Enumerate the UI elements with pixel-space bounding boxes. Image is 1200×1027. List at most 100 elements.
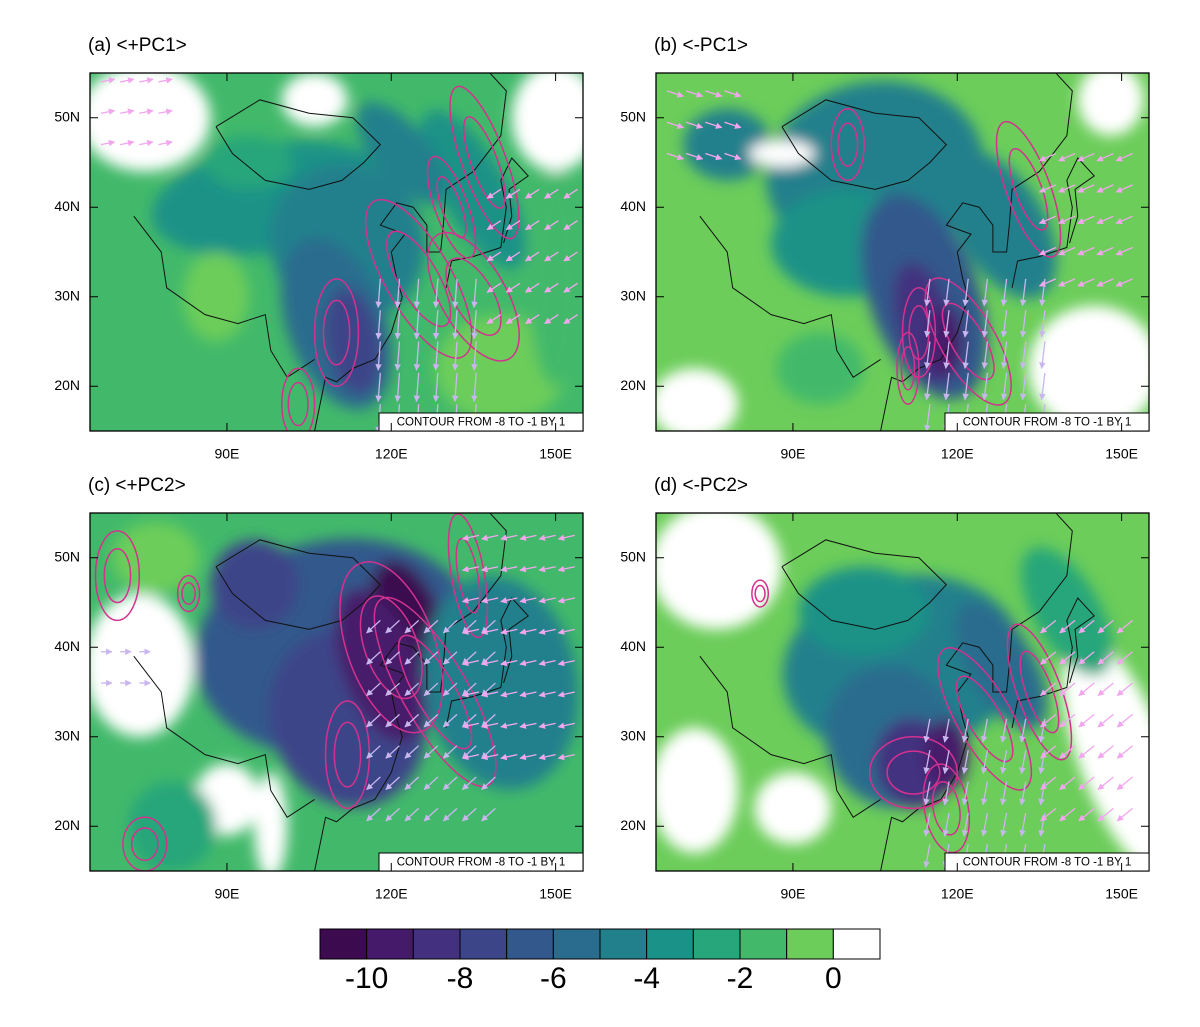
wind-vector (100, 139, 116, 147)
wind-vector (538, 628, 556, 635)
wind-vector (980, 718, 989, 743)
x-tick-label: 120E (375, 446, 408, 462)
contour-line (900, 346, 916, 391)
contour-line (1008, 147, 1049, 231)
wind-vector (375, 372, 382, 403)
wind-vector (481, 776, 496, 791)
wind-vector (1116, 807, 1133, 822)
wind-vector (481, 534, 499, 541)
contour-line (995, 120, 1062, 258)
map-panel (90, 513, 583, 871)
field-patch (356, 102, 448, 205)
wind-vector (1097, 651, 1114, 665)
wind-vector (1019, 750, 1027, 775)
coastline (133, 215, 315, 379)
colorbar-box (366, 928, 414, 960)
wind-vector (943, 278, 950, 307)
wind-vector (942, 812, 950, 837)
wind-vector (1039, 341, 1046, 369)
wind-vector (980, 781, 989, 806)
wind-vector (404, 745, 420, 759)
field-patch (281, 73, 348, 127)
wind-vector (432, 372, 440, 403)
wind-vector (538, 534, 556, 541)
wind-vector (1116, 619, 1133, 634)
wind-vector (1097, 682, 1114, 697)
wind-vector (366, 713, 381, 728)
panel-title: (b) <-PC1> (654, 35, 748, 56)
field-patch (929, 305, 963, 378)
wind-vector (962, 310, 969, 338)
wind-vector (943, 310, 950, 338)
contour-line (373, 596, 497, 788)
wind-vector (404, 713, 420, 728)
wind-vector (1040, 776, 1057, 791)
x-tick-label: 150E (539, 446, 572, 462)
contour-info: CONTOUR FROM -8 TO -1 BY 1 (397, 857, 566, 869)
wind-vector (524, 188, 540, 199)
field-patch (90, 73, 211, 172)
x-tick-label: 150E (1105, 446, 1138, 462)
wind-vector (981, 310, 989, 338)
contour-line (886, 750, 941, 795)
y-tick-label: 30N (54, 727, 80, 743)
colorbar-box (599, 928, 648, 960)
field-patch (776, 332, 865, 405)
field-patch (183, 252, 249, 342)
wind-vector (366, 682, 381, 697)
y-tick-label: 20N (54, 817, 80, 833)
panel-frame (655, 512, 1150, 872)
contour-line (397, 634, 473, 750)
contour-line (1006, 623, 1073, 761)
field-patch (945, 152, 1057, 299)
contour-line (830, 108, 865, 182)
wind-vector (1000, 278, 1008, 307)
wind-vector (366, 776, 381, 791)
wind-vector (432, 310, 440, 340)
coastline (699, 215, 881, 379)
wind-vector (1096, 184, 1114, 193)
contour-line (122, 816, 168, 871)
wind-vector (486, 314, 502, 325)
wind-vector (1097, 713, 1114, 728)
wind-vector (366, 619, 381, 634)
wind-vector (1078, 682, 1095, 697)
wind-vector (486, 188, 502, 199)
info-box (378, 852, 584, 872)
field-patch (128, 781, 216, 871)
wind-vector (1077, 278, 1095, 287)
wind-vector (442, 713, 458, 728)
wind-vector (452, 341, 459, 371)
wind-vector (981, 372, 989, 401)
wind-vector (1059, 619, 1076, 634)
wind-vector (471, 372, 478, 403)
contour-line (287, 381, 309, 427)
wind-vector (461, 722, 480, 729)
wind-vector (1019, 310, 1027, 338)
wind-vector (158, 77, 173, 84)
wind-vector (442, 807, 458, 822)
info-box (378, 412, 584, 432)
panel-frame (655, 72, 1150, 432)
colorbar-box (739, 928, 788, 960)
contour-line (94, 530, 141, 622)
wind-vector (1038, 184, 1057, 193)
wind-vector (1115, 246, 1133, 256)
wind-vector (538, 691, 556, 698)
wind-vector (481, 659, 499, 667)
wind-vector (432, 278, 440, 309)
wind-vector (524, 220, 540, 231)
wind-vector (1038, 215, 1057, 225)
wind-vector (924, 372, 931, 401)
wind-vector (1058, 215, 1076, 225)
wind-vector (461, 534, 480, 541)
wind-vector (385, 619, 400, 634)
wind-vector (705, 90, 723, 98)
contour-line (1019, 650, 1060, 734)
field-patch (656, 513, 782, 630)
wind-vector (557, 753, 575, 761)
wind-vector (557, 534, 575, 541)
wind-vector (1096, 152, 1114, 162)
wind-vector (519, 659, 537, 667)
contour-line (924, 277, 1012, 406)
